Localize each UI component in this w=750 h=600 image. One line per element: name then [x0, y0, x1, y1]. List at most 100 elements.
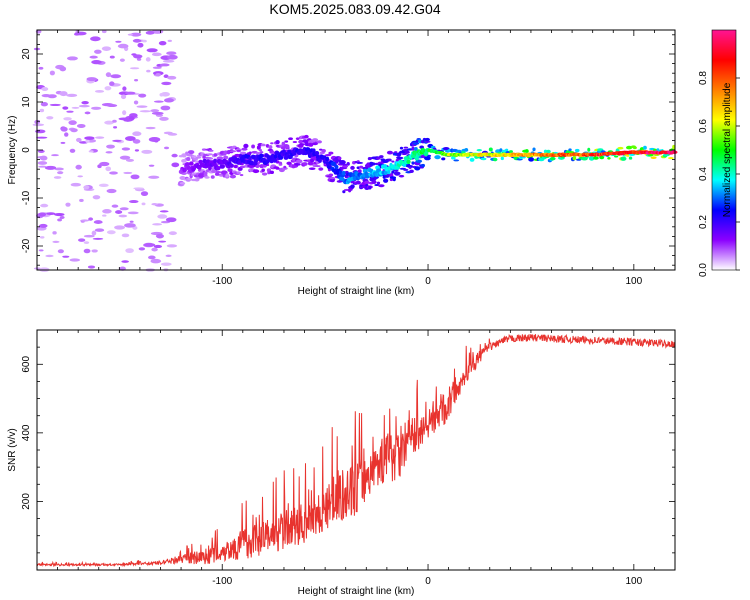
- spectrogram-x-tick-label: 100: [625, 276, 642, 287]
- noise-blob: [115, 40, 122, 43]
- snr-y-tick-label: 200: [21, 493, 32, 510]
- noise-blob: [105, 72, 112, 78]
- spectral-blob: [258, 148, 262, 152]
- noise-blob: [115, 210, 123, 214]
- noise-blob: [153, 244, 163, 249]
- noise-blob: [127, 33, 134, 36]
- spectral-blob: [210, 175, 215, 179]
- noise-blob: [83, 248, 91, 254]
- spectral-blob: [412, 142, 420, 145]
- noise-blob: [171, 162, 180, 168]
- spectral-blob: [386, 150, 393, 155]
- spectral-blob: [599, 155, 605, 160]
- noise-blob: [84, 136, 95, 140]
- noise-blob: [163, 131, 173, 135]
- spectrogram-y-ticks: -20 -10 0 10 20: [21, 34, 675, 266]
- ridge-blob: [312, 148, 316, 153]
- noise-blob: [101, 46, 112, 51]
- spectral-blob: [202, 155, 206, 159]
- spectral-blob: [453, 159, 460, 162]
- spectral-blob: [371, 180, 377, 185]
- spectral-blob: [626, 145, 633, 150]
- noise-blob: [159, 116, 169, 121]
- noise-blob: [71, 106, 80, 109]
- noise-blob: [148, 136, 161, 142]
- noise-blob: [118, 214, 128, 218]
- noise-blob: [36, 136, 48, 139]
- noise-blob: [137, 42, 144, 48]
- noise-blob: [89, 55, 98, 59]
- spectral-blob: [383, 178, 389, 183]
- ridge-blob: [229, 163, 234, 168]
- snr-x-axis-label: Height of straight line (km): [298, 586, 415, 597]
- spectral-blob: [268, 145, 273, 150]
- spectral-blob: [667, 157, 674, 160]
- spectral-blob: [424, 140, 431, 143]
- colorbar-tick-label: 0.8: [698, 71, 709, 85]
- noise-blob: [132, 131, 142, 137]
- spectral-blob: [201, 148, 207, 151]
- noise-blob: [46, 212, 56, 216]
- noise-blob: [146, 69, 151, 73]
- spectral-blob: [389, 177, 394, 182]
- noise-blob: [39, 155, 48, 161]
- spectrogram-x-tick-label: 0: [425, 276, 431, 287]
- spectral-blob: [194, 178, 200, 182]
- spectral-blob: [292, 141, 298, 144]
- spectral-blob: [364, 180, 370, 185]
- noise-blob: [148, 164, 155, 167]
- spectral-blob: [339, 160, 346, 165]
- ridge-blob: [341, 170, 346, 176]
- spectral-blob: [324, 154, 332, 157]
- noise-blob: [77, 175, 83, 178]
- spectral-blob: [388, 158, 392, 162]
- snr-y-tick-label: 600: [21, 356, 32, 373]
- ridge-blob: [189, 161, 194, 166]
- noise-blob: [133, 54, 143, 59]
- spectrogram-y-tick-label: -20: [21, 238, 32, 253]
- noise-blob: [98, 183, 109, 188]
- noise-blob: [57, 171, 64, 175]
- noise-blob: [39, 108, 45, 113]
- colorbar-ticks: 0.0 0.2 0.4 0.6 0.8: [698, 71, 740, 277]
- noise-blob: [121, 147, 131, 151]
- noise-blob: [134, 79, 139, 82]
- spectral-blob: [403, 146, 409, 149]
- spectral-blob: [252, 169, 260, 174]
- spectral-blob: [399, 146, 404, 150]
- spectral-blob: [408, 166, 412, 169]
- noise-blob: [112, 139, 122, 142]
- noise-blob: [106, 144, 115, 149]
- noise-blob: [88, 150, 94, 153]
- snr-y-ticks: 200 400 600: [21, 329, 675, 571]
- noise-blob: [45, 254, 54, 258]
- spectral-blob: [524, 149, 529, 153]
- ridge-blob: [219, 164, 225, 169]
- spectral-blob: [260, 143, 266, 147]
- spectral-blob: [209, 149, 214, 152]
- ridge-blob: [314, 150, 320, 156]
- noise-blob: [141, 202, 146, 206]
- spectral-blob: [318, 167, 324, 171]
- colorbar-tick-label: 0.4: [698, 167, 709, 181]
- spectral-blob: [321, 148, 326, 153]
- spectral-blob: [299, 143, 305, 146]
- spectral-blob: [549, 156, 556, 161]
- noise-blob: [94, 49, 102, 54]
- spectral-blob: [424, 156, 431, 161]
- spectrogram-y-tick-label: 10: [21, 96, 32, 108]
- noise-blob: [62, 255, 70, 258]
- noise-blob: [112, 119, 117, 123]
- noise-blob: [47, 94, 57, 99]
- noise-blob: [114, 225, 126, 230]
- noise-blob: [124, 136, 136, 141]
- spectral-blob: [288, 137, 293, 141]
- noise-blob: [165, 217, 177, 223]
- noise-blob: [168, 231, 177, 236]
- noise-blob: [104, 120, 114, 125]
- spectral-blob: [302, 162, 308, 166]
- spectral-blob: [441, 157, 446, 161]
- noise-blob: [123, 119, 133, 122]
- noise-blob: [76, 137, 82, 143]
